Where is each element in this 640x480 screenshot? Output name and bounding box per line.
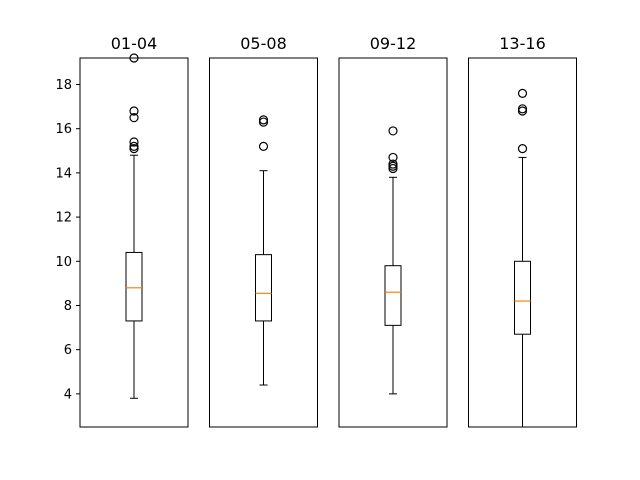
panel-frame: [209, 57, 318, 428]
outlier-point: [517, 104, 528, 114]
panel-title: 05-08: [240, 34, 287, 53]
iqr-box: [125, 251, 143, 322]
outlier-point: [129, 53, 139, 63]
panel-title: 13-16: [499, 34, 546, 53]
panel-title: 01-04: [111, 34, 158, 53]
outlier-point: [388, 159, 398, 169]
outlier-point: [517, 88, 528, 98]
outlier-point: [129, 141, 139, 151]
y-tick-label: 18: [55, 78, 72, 93]
iqr-box: [255, 254, 272, 322]
outlier-point: [129, 137, 139, 147]
outlier-point: [258, 141, 269, 151]
outlier-point: [129, 106, 139, 116]
panel-frame: [79, 57, 189, 428]
outlier-point: [388, 152, 398, 163]
y-tick-label: 16: [55, 122, 72, 137]
y-tick-label: 14: [55, 166, 72, 181]
y-tick-label: 6: [64, 343, 72, 358]
outlier-point: [517, 143, 528, 154]
outlier-point: [258, 115, 269, 125]
iqr-box: [384, 265, 402, 326]
iqr-box: [514, 260, 531, 335]
panel-frame: [338, 57, 448, 428]
y-tick-label: 10: [55, 255, 72, 270]
y-tick-label: 4: [64, 387, 72, 402]
y-tick-label: 12: [55, 211, 72, 226]
outlier-point: [388, 126, 398, 136]
outlier-point: [129, 113, 139, 123]
panel-title: 09-12: [370, 34, 417, 53]
y-tick-label: 8: [64, 299, 72, 314]
